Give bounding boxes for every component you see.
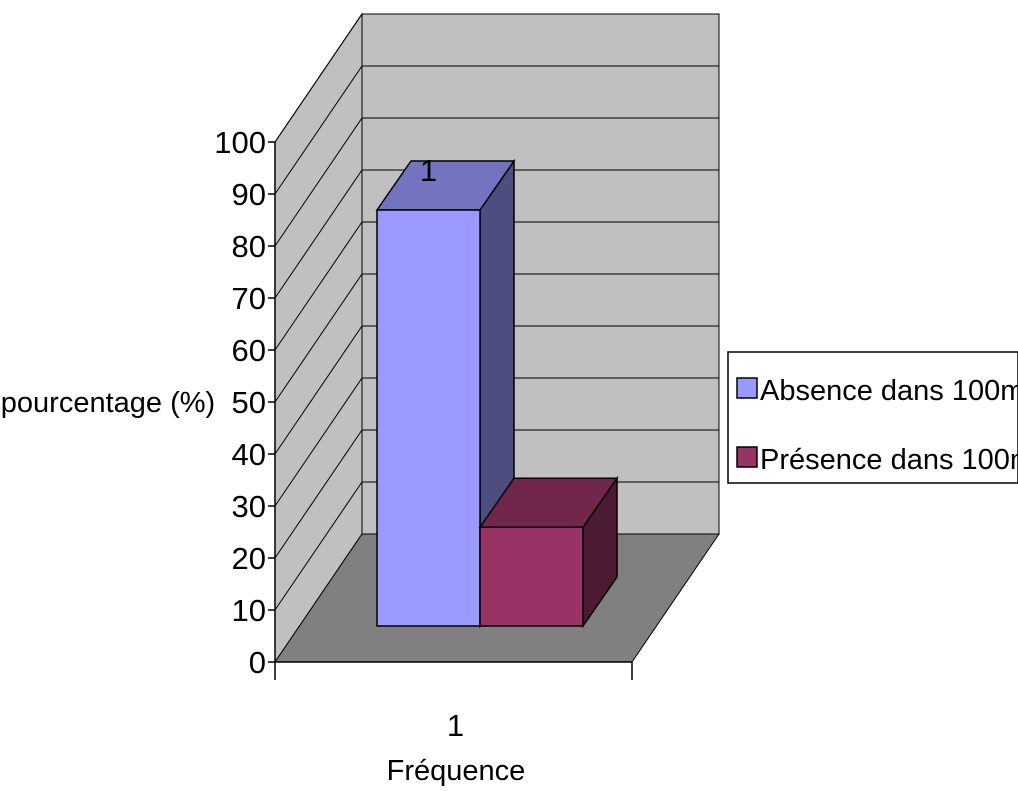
bar-front [376,209,481,627]
y-tick-label: 20 [232,541,266,576]
x-axis-title: Fréquence [387,755,526,787]
bar-presence [478,475,619,629]
y-tick-label: 50 [232,385,266,420]
legend-label-absence: Absence dans 100ml [760,375,1018,407]
bar-absence: 1 [375,153,516,629]
y-axis: 0 10 20 30 40 50 60 70 80 90 100 [214,125,276,680]
y-tick-label: 80 [232,229,266,264]
y-tick-label: 40 [232,437,266,472]
data-label: 1 [420,153,437,188]
legend-swatch-presence [736,446,758,468]
gridline [274,221,719,351]
y-tick-label: 60 [232,333,266,368]
x-tick-label: 1 [447,708,464,743]
gridline [274,117,719,247]
legend-swatch-absence [736,377,758,399]
gridline [274,377,719,507]
gridline [274,325,719,455]
legend: Absence dans 100ml Présence dans 100ml [727,351,1018,484]
y-tick-label: 70 [232,281,266,316]
y-axis-title: pourcentage (%) [1,387,215,419]
gridlines [274,13,719,611]
legend-label-presence: Présence dans 100ml [760,444,1018,476]
y-tick-label: 10 [232,593,266,628]
gridline [274,65,719,195]
gridline [274,273,719,403]
bars: 1 [375,153,619,629]
y-tick-label: 90 [232,177,266,212]
gridline [274,13,719,143]
y-tick-label: 30 [232,489,266,524]
gridline [274,429,719,559]
x-axis: 1 [274,661,633,743]
legend-box [727,351,1018,484]
y-tick-label: 100 [214,125,266,160]
y-tick-label: 0 [249,645,266,680]
bar-front [479,526,584,627]
gridline [274,169,719,299]
